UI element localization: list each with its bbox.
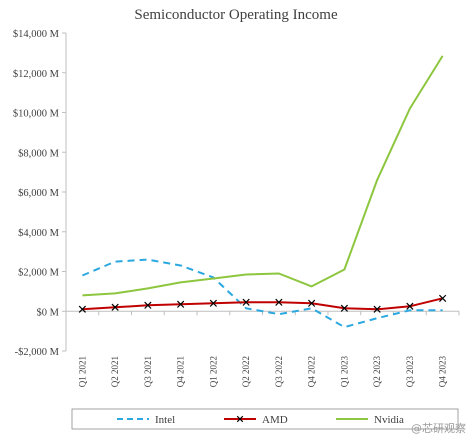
legend: Intel AMD Nvidia xyxy=(71,408,459,430)
data-point-amd xyxy=(406,302,414,310)
legend-label: Intel xyxy=(155,414,175,426)
x-tick-label: Q4 2023 xyxy=(438,356,448,388)
legend-item-amd: AMD xyxy=(224,414,288,426)
x-tick-label: Q3 2022 xyxy=(274,356,284,387)
series-intel xyxy=(82,258,443,329)
data-point-amd xyxy=(144,301,152,309)
data-point-amd xyxy=(78,305,86,313)
y-tick-label: -$2,000 M xyxy=(15,347,60,358)
x-tick-label: Q2 2022 xyxy=(241,356,251,387)
watermark-text: @芯研观察 xyxy=(411,421,466,435)
y-tick-label: $2,000 M xyxy=(18,268,60,279)
series-nvidia xyxy=(82,55,444,297)
legend-item-intel: Intel xyxy=(117,414,175,426)
x-tick-label: Q2 2023 xyxy=(372,356,382,388)
y-tick-label: $10,000 M xyxy=(13,109,60,120)
y-tick-label: $0 M xyxy=(37,307,60,318)
series-line-amd xyxy=(82,297,443,311)
y-tick-label: $6,000 M xyxy=(18,188,60,199)
data-point-amd xyxy=(111,303,119,311)
x-tick-label: Q4 2022 xyxy=(307,356,317,387)
chart-title: Semiconductor Operating Income xyxy=(134,7,338,23)
x-tick-label: Q1 2021 xyxy=(77,356,87,387)
x-tick-label: Q1 2022 xyxy=(208,356,218,387)
x-tick-label: Q1 2023 xyxy=(339,356,349,388)
x-tick-label: Q2 2021 xyxy=(110,356,120,387)
series-line-intel xyxy=(82,258,443,329)
legend-label: AMD xyxy=(262,414,288,426)
legend-item-nvidia: Nvidia xyxy=(336,414,404,426)
series-amd xyxy=(78,294,447,313)
data-point-amd xyxy=(275,298,283,306)
data-point-amd xyxy=(308,299,316,307)
axes: -$2,000 M $0 M $2,000 M $4,000 M $6,000 M $8,… xyxy=(13,29,460,388)
y-tick-label: $12,000 M xyxy=(13,69,60,80)
x-tick-label: Q3 2021 xyxy=(143,356,153,387)
data-point-amd xyxy=(439,294,447,302)
y-tick-label: $8,000 M xyxy=(18,148,60,159)
data-point-amd xyxy=(373,305,381,313)
data-point-amd xyxy=(209,299,217,307)
x-tick-label: Q4 2021 xyxy=(176,356,186,387)
legend-box xyxy=(71,408,459,430)
data-point-amd xyxy=(340,304,348,312)
y-tick-label: $4,000 M xyxy=(18,228,60,239)
legend-label: Nvidia xyxy=(374,414,404,426)
y-tick-label: $14,000 M xyxy=(13,29,60,40)
series-line-nvidia xyxy=(82,55,444,297)
series-layer xyxy=(78,55,447,329)
data-point-amd xyxy=(242,298,250,306)
data-point-amd xyxy=(177,300,185,308)
x-tick-label: Q3 2023 xyxy=(405,356,415,388)
